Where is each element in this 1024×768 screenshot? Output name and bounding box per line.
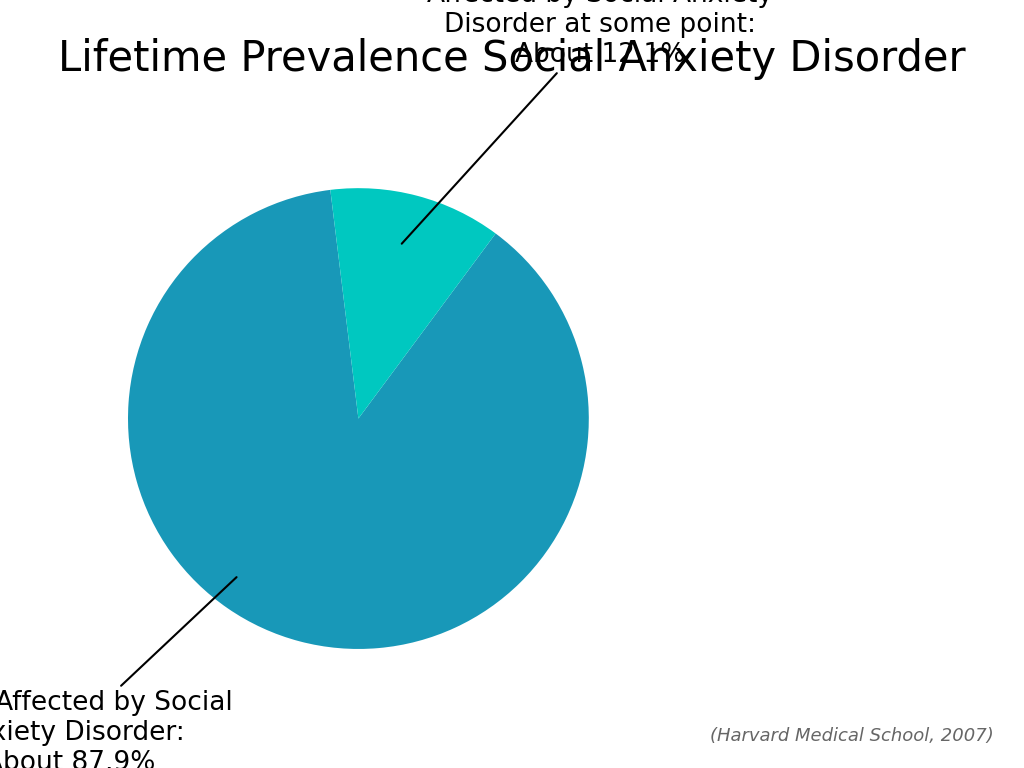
Text: (Harvard Medical School, 2007): (Harvard Medical School, 2007) [710, 727, 993, 745]
Text: Lifetime Prevalence Social Anxiety Disorder: Lifetime Prevalence Social Anxiety Disor… [58, 38, 966, 81]
Wedge shape [331, 188, 496, 419]
Text: Never Affected by Social
Anxiety Disorder:
About 87.9%: Never Affected by Social Anxiety Disorde… [0, 577, 237, 768]
Text: Affected by Social Anxiety
Disorder at some point:
About 12.1%: Affected by Social Anxiety Disorder at s… [401, 0, 773, 243]
Wedge shape [128, 190, 589, 649]
